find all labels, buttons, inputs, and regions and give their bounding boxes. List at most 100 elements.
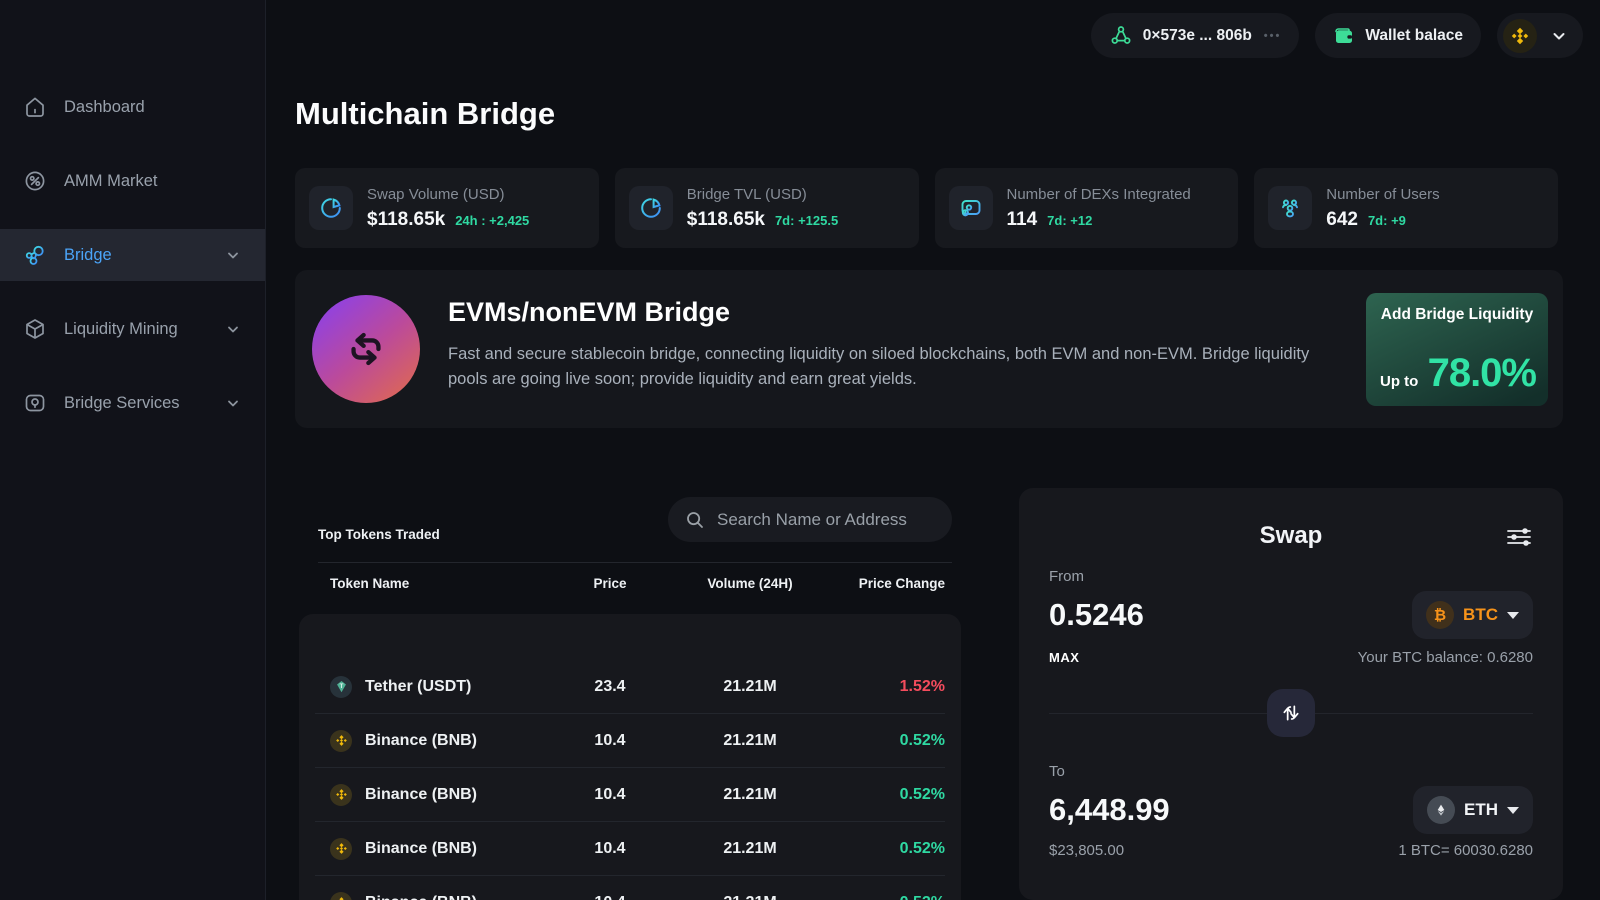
svg-text:T: T — [339, 683, 343, 690]
to-amount-value[interactable]: 6,448.99 — [1049, 792, 1170, 827]
token-price: 10.4 — [594, 731, 626, 749]
dex-terminal-icon — [948, 186, 993, 230]
to-token-symbol: ETH — [1464, 800, 1498, 819]
sidebar-item-amm-market[interactable]: AMM Market — [0, 155, 265, 207]
table-header-row: Token Name Price Volume (24H) Price Chan… — [315, 576, 945, 591]
token-price-change: 1.52% — [899, 677, 945, 695]
chevron-down-icon — [1507, 806, 1519, 814]
tokens-section-title: Top Tokens Traded — [318, 527, 440, 542]
pie-chart-icon — [309, 186, 353, 230]
from-token-symbol: BTC — [1463, 605, 1498, 624]
stat-label: Number of Users — [1326, 185, 1440, 203]
pie-chart-icon — [628, 186, 673, 230]
search-input[interactable] — [717, 509, 938, 530]
sidebar-item-label: Liquidity Mining — [64, 319, 178, 338]
sidebar-item-bridge[interactable]: Bridge — [0, 229, 265, 281]
swap-direction-button[interactable] — [1267, 689, 1315, 737]
token-search — [668, 497, 952, 542]
btc-icon: ₿ — [1426, 601, 1455, 629]
from-token-selector[interactable]: ₿ BTC — [1412, 591, 1533, 639]
to-fiat-value: $23,805.00 — [1049, 842, 1125, 859]
table-row[interactable]: Binance (BNB) 10.4 21.21M 0.52% — [315, 876, 945, 900]
binance-logo-icon — [1503, 18, 1537, 53]
top-header: 0×573e ... 806b ••• Wallet balace — [1090, 13, 1583, 58]
sidebar-item-label: AMM Market — [64, 171, 158, 190]
stat-delta: 7d: +9 — [1367, 212, 1406, 228]
swap-loop-icon — [312, 295, 420, 403]
amm-percent-icon — [23, 169, 47, 193]
token-price: 10.4 — [594, 785, 626, 803]
token-price-change: 0.52% — [899, 731, 945, 749]
bridge-banner: EVMs/nonEVM Bridge Fast and secure stabl… — [295, 270, 1563, 428]
table-row[interactable]: Binance (BNB) 10.4 21.21M 0.52% — [315, 768, 945, 822]
table-row[interactable]: Binance (BNB) 10.4 21.21M 0.52% — [315, 822, 945, 876]
token-table: T Tether (USDT) 23.4 21.21M 1.52% — [299, 614, 961, 900]
token-name: Binance (BNB) — [365, 731, 478, 749]
banner-title: EVMs/nonEVM Bridge — [448, 297, 731, 327]
column-price: Price — [593, 576, 627, 591]
bnb-icon — [330, 891, 352, 900]
to-token-selector[interactable]: ETH — [1413, 786, 1533, 834]
page-title: Multichain Bridge — [295, 96, 556, 131]
stat-cards: Swap Volume (USD) $118.65k 24h : +2,425 … — [295, 168, 1558, 248]
from-balance: Your BTC balance: 0.6280 — [1357, 649, 1533, 666]
divider — [1049, 689, 1533, 737]
cta-title: Add Bridge Liquidity — [1380, 306, 1534, 323]
token-price: 10.4 — [555, 894, 665, 900]
from-amount-input[interactable]: 0.5246 — [1049, 597, 1144, 632]
eth-icon — [1427, 796, 1455, 824]
swap-title: Swap — [1259, 522, 1323, 549]
column-price-change: Price Change — [858, 576, 945, 591]
vault-icon — [23, 391, 47, 415]
sidebar-item-dashboard[interactable]: Dashboard — [0, 81, 265, 133]
wallet-balance-button[interactable]: Wallet balace — [1315, 13, 1481, 58]
stat-card-bridge-tvl: Bridge TVL (USD) $118.65k 7d: +125.5 — [614, 168, 919, 248]
chevron-down-icon — [1507, 611, 1519, 619]
network-selector-dropdown[interactable] — [1497, 13, 1583, 58]
sidebar-item-label: Dashboard — [64, 97, 145, 116]
users-icon — [1268, 186, 1313, 230]
token-volume: 21.21M — [723, 731, 777, 749]
token-price-change: 0.52% — [835, 894, 945, 900]
table-row[interactable]: Binance (BNB) 10.4 21.21M 0.52% — [315, 714, 945, 768]
sidebar-item-bridge-services[interactable]: Bridge Services — [0, 377, 265, 429]
add-bridge-liquidity-button[interactable]: Add Bridge Liquidity Up to 78.0% — [1366, 293, 1548, 406]
sidebar-item-liquidity-mining[interactable]: Liquidity Mining — [0, 303, 265, 355]
wallet-icon — [1333, 25, 1355, 47]
stat-delta: 7d: +125.5 — [774, 212, 839, 228]
bnb-icon — [330, 837, 352, 860]
token-name: Binance (BNB) — [365, 894, 477, 900]
chevron-down-icon — [225, 247, 241, 263]
stat-label: Swap Volume (USD) — [367, 185, 505, 203]
network-nodes-icon — [1109, 24, 1133, 48]
swap-panel: Swap From 0.5246 ₿ BTC MAX Your BTC bala… — [1019, 488, 1563, 900]
token-volume: 21.21M — [723, 677, 777, 695]
address-more-dots[interactable]: ••• — [1263, 29, 1282, 42]
token-volume: 21.21M — [723, 839, 777, 857]
stat-value: $118.65k — [367, 208, 446, 230]
bridge-nodes-icon — [23, 243, 47, 267]
divider — [318, 562, 952, 563]
stat-value: 114 — [1006, 208, 1038, 230]
sidebar-item-label: Bridge Services — [64, 393, 180, 412]
main-content: Multichain Bridge Swap Volume (USD) $118… — [295, 0, 1563, 900]
stat-label: Number of DEXs Integrated — [1006, 185, 1191, 203]
top-tokens-section: Top Tokens Traded Token Name Price Volum… — [299, 488, 961, 900]
stat-value: 642 — [1326, 208, 1358, 230]
wallet-address-pill[interactable]: 0×573e ... 806b ••• — [1090, 13, 1300, 58]
swap-settings-icon[interactable] — [1505, 526, 1533, 548]
token-volume: 21.21M — [665, 894, 835, 900]
table-row[interactable]: T Tether (USDT) 23.4 21.21M 1.52% — [315, 660, 945, 714]
max-button[interactable]: MAX — [1049, 650, 1080, 665]
sidebar: Dashboard AMM Market — [0, 0, 266, 900]
stat-card-users: Number of Users 642 7d: +9 — [1254, 168, 1558, 248]
token-price: 10.4 — [594, 839, 626, 857]
stat-value: $118.65k — [686, 208, 765, 230]
sidebar-item-label: Bridge — [64, 245, 112, 264]
token-name: Binance (BNB) — [365, 839, 478, 857]
wallet-address: 0×573e ... 806b — [1142, 26, 1252, 44]
token-volume: 21.21M — [723, 785, 777, 803]
chevron-down-icon — [225, 395, 241, 411]
column-token-name: Token Name — [330, 576, 410, 591]
stat-card-dexs-integrated: Number of DEXs Integrated 114 7d: +12 — [934, 168, 1239, 248]
